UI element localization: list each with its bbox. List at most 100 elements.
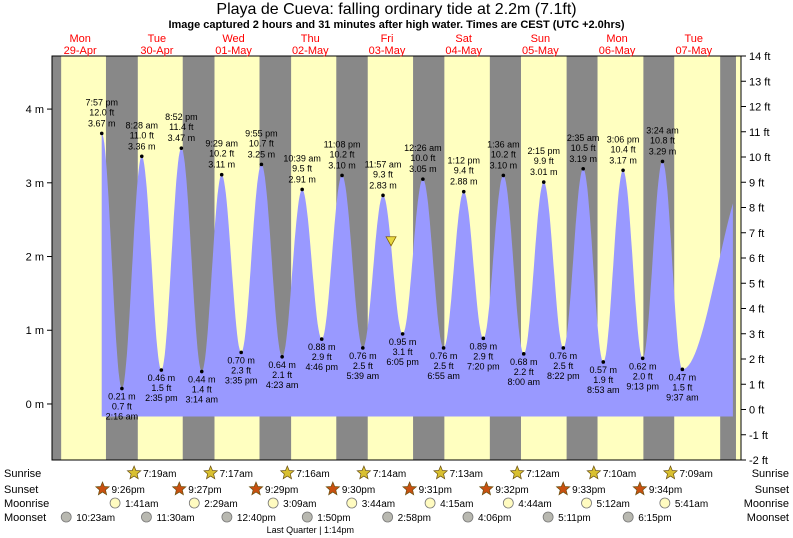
low-tide-point xyxy=(441,346,446,350)
high-tide-point xyxy=(219,172,224,177)
date-label: 29-Apr xyxy=(64,45,97,57)
high-tide-time: 7:57 pm xyxy=(85,97,118,107)
moonrise-icon xyxy=(502,497,514,509)
low-tide-meters: 0.64 m xyxy=(268,360,296,370)
date-label: 30-Apr xyxy=(140,45,173,57)
high-tide-point xyxy=(541,180,546,184)
date-label: 04-May xyxy=(445,45,482,57)
moonset-row-label-right: Moonset xyxy=(747,512,789,524)
low-tide-feet: 2.9 ft xyxy=(312,352,333,362)
day-of-week-label: Wed xyxy=(222,33,244,45)
low-tide-time: 9:37 am xyxy=(666,392,699,402)
low-tide-feet: 2.1 ft xyxy=(272,370,293,380)
low-tide-meters: 0.57 m xyxy=(590,365,618,375)
moonrise-icon xyxy=(659,497,671,509)
low-tide-feet: 1.4 ft xyxy=(192,385,213,395)
high-tide-time: 3:06 pm xyxy=(607,134,640,144)
sunrise-icon xyxy=(662,465,678,480)
high-tide-meters: 3.01 m xyxy=(530,167,558,177)
left-tick-label: 1 m xyxy=(26,325,44,337)
moonrise-icon xyxy=(581,497,592,509)
high-tide-point xyxy=(300,187,304,192)
sunset-icon xyxy=(94,481,111,496)
chart-title: Playa de Cueva: falling ordinary tide at… xyxy=(216,1,577,18)
right-tick-label: 11 ft xyxy=(749,127,770,139)
low-tide-time: 8:53 am xyxy=(587,385,620,395)
moonrise-icon xyxy=(188,497,200,509)
moonrise-time: 3:44am xyxy=(362,499,395,510)
high-tide-time: 1:12 pm xyxy=(447,156,480,166)
low-tide-meters: 0.21 m xyxy=(108,391,136,401)
sunset-icon xyxy=(402,481,418,496)
right-tick-label: 7 ft xyxy=(749,228,764,240)
sunset-time: 9:30pm xyxy=(342,485,375,496)
tide-area xyxy=(101,133,733,417)
moonrise-icon xyxy=(109,497,121,509)
low-tide-meters: 0.95 m xyxy=(389,337,417,347)
low-tide-time: 8:00 am xyxy=(507,377,540,387)
low-tide-feet: 2.5 ft xyxy=(353,361,374,371)
sunset-icon xyxy=(555,481,571,496)
low-tide-meters: 0.76 m xyxy=(550,351,578,361)
high-tide-time: 10:39 am xyxy=(283,153,321,163)
sunset-row-label: Sunset xyxy=(4,484,38,496)
low-tide-feet: 2.5 ft xyxy=(434,361,455,371)
low-tide-time: 6:55 am xyxy=(427,371,460,381)
high-tide-feet: 10.2 ft xyxy=(209,149,235,159)
sunset-time: 9:26pm xyxy=(111,485,144,496)
date-label: 02-May xyxy=(292,45,329,57)
sunrise-icon xyxy=(509,465,525,480)
low-tide-point xyxy=(680,367,685,372)
moonset-time: 11:30am xyxy=(156,513,194,524)
high-tide-feet: 11.4 ft xyxy=(169,122,194,132)
date-label: 03-May xyxy=(369,45,406,57)
sunset-time: 9:29pm xyxy=(265,485,298,496)
low-tide-meters: 0.76 m xyxy=(349,351,377,361)
moonrise-time: 1:41am xyxy=(125,499,158,510)
sunset-row-label-right: Sunset xyxy=(755,484,789,496)
sunrise-time: 7:10am xyxy=(603,469,636,480)
sunset-icon xyxy=(632,481,648,496)
low-tide-meters: 0.46 m xyxy=(148,373,176,383)
low-tide-meters: 0.62 m xyxy=(629,361,657,371)
current-tide-marker xyxy=(385,236,397,247)
high-tide-feet: 9.3 ft xyxy=(373,169,394,179)
moonrise-row-label-right: Moonrise xyxy=(744,498,789,510)
moonset-icon xyxy=(301,511,313,523)
high-tide-time: 2:15 pm xyxy=(527,146,560,156)
moonset-time: 1:50pm xyxy=(317,513,350,524)
left-tick-label: 2 m xyxy=(26,252,44,264)
high-tide-time: 1:36 am xyxy=(487,139,520,149)
low-tide-feet: 1.5 ft xyxy=(672,382,693,392)
high-tide-feet: 10.0 ft xyxy=(410,153,436,163)
day-of-week-label: Tue xyxy=(148,33,167,45)
low-tide-time: 4:23 am xyxy=(266,380,299,390)
high-tide-point xyxy=(259,162,264,167)
high-tide-feet: 10.4 ft xyxy=(611,144,637,154)
low-tide-time: 5:39 am xyxy=(347,371,380,381)
high-tide-meters: 3.17 m xyxy=(609,155,637,165)
high-tide-point xyxy=(340,173,344,178)
moonset-time: 6:15pm xyxy=(638,513,671,524)
sunrise-row-label: Sunrise xyxy=(4,468,41,480)
sunrise-icon xyxy=(279,465,295,480)
moonrise-time: 4:15am xyxy=(440,499,473,510)
day-of-week-label: Mon xyxy=(606,33,627,45)
low-tide-point xyxy=(601,360,606,364)
day-of-week-label: Tue xyxy=(685,33,704,45)
sunset-time: 9:33pm xyxy=(572,485,605,496)
high-tide-meters: 2.91 m xyxy=(288,174,316,184)
moonrise-time: 3:09am xyxy=(283,499,316,510)
low-tide-meters: 0.47 m xyxy=(669,372,697,382)
moonset-icon xyxy=(221,511,233,523)
high-tide-point xyxy=(139,154,144,159)
moonrise-time: 4:44am xyxy=(518,499,551,510)
high-tide-meters: 3.47 m xyxy=(168,133,196,143)
right-tick-label: 9 ft xyxy=(749,177,764,189)
right-tick-label: 5 ft xyxy=(749,278,764,290)
day-of-week-label: Sat xyxy=(455,33,472,45)
high-tide-feet: 11.0 ft xyxy=(130,130,155,140)
high-tide-point xyxy=(381,193,385,198)
high-tide-time: 12:26 am xyxy=(404,143,442,153)
date-label: 07-May xyxy=(675,45,712,57)
